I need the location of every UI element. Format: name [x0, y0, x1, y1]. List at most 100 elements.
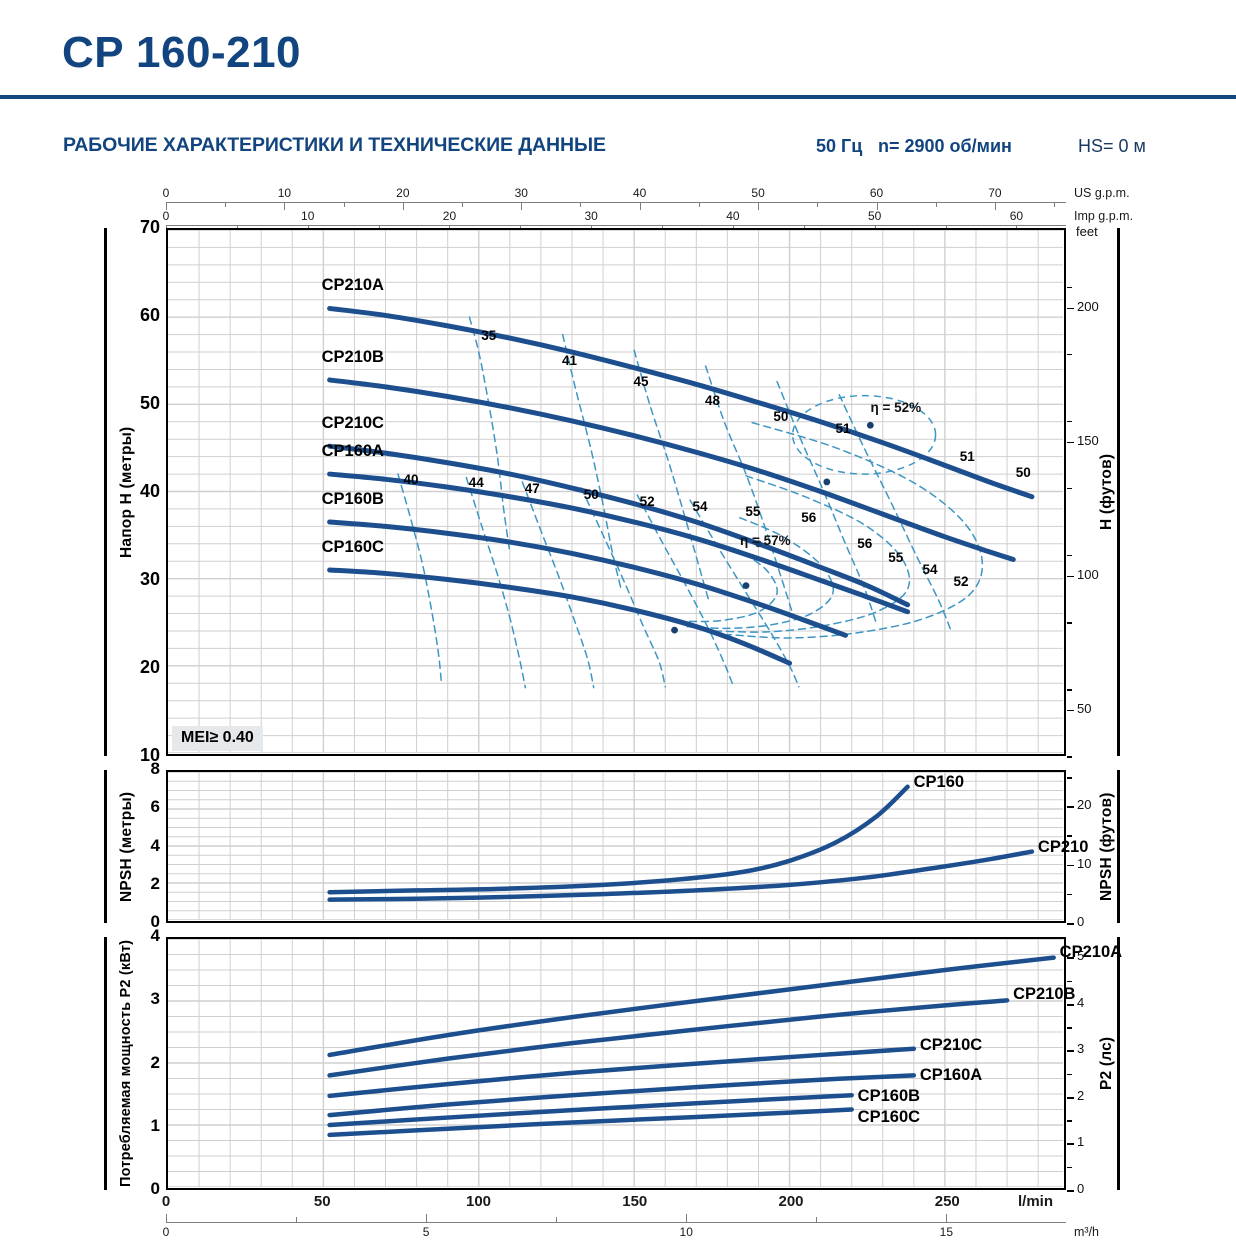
series-CP160C [327, 567, 793, 666]
tick-mark [803, 225, 805, 230]
y-minor-tick-right [1067, 688, 1072, 691]
series-CP160B [327, 1092, 854, 1128]
y-minor-tick-right [1067, 286, 1072, 289]
y-minor-tick-right [1067, 1120, 1072, 1122]
y-minor-tick-right [1067, 621, 1072, 624]
scale-unit-label: Imp g.p.m. [1074, 209, 1134, 223]
head-axis-bracket-left [104, 228, 107, 756]
y-tick-label: 70 [139, 217, 160, 237]
y-tick-label: 20 [139, 657, 160, 677]
efficiency-label: 56 [857, 536, 873, 552]
tick-mark [166, 1214, 167, 1222]
y-tick-label: 40 [139, 481, 160, 501]
tick-mark [296, 1217, 298, 1222]
scale-m3-h: 0 5 10 15 m³/h [163, 1214, 1099, 1239]
y-minor-tick-right [1067, 893, 1072, 896]
tick-label: 100 [465, 1193, 492, 1210]
tick-mark [994, 202, 996, 210]
tick-label: 5 [422, 1225, 430, 1239]
efficiency-label: 54 [922, 562, 938, 578]
tick-label: 250 [934, 1193, 960, 1210]
tick-mark [556, 1217, 558, 1222]
tick-mark [225, 202, 227, 207]
series-label-CP160B: CP160B [321, 490, 384, 508]
tick-mark [945, 225, 947, 230]
y-minor-tick-right [1067, 1050, 1072, 1053]
tick-label: 0 [161, 1193, 171, 1210]
head-axis-bracket-right [1117, 228, 1120, 756]
y-tick-label: 3 [150, 989, 160, 1009]
y-tick-label-right: 0 [1077, 914, 1085, 929]
y-minor-tick-right [1067, 957, 1072, 960]
tick-label: 10 [679, 1225, 693, 1239]
tick-label: 0 [162, 186, 170, 200]
y-tick-label-right: 150 [1077, 432, 1099, 448]
y-tick-label: 0 [150, 912, 160, 931]
efficiency-label: 52 [639, 493, 655, 509]
tick-mark [758, 202, 760, 210]
tick-label: 50 [751, 186, 765, 200]
series-CP160 [327, 784, 910, 895]
tick-mark [521, 202, 523, 210]
title-divider [0, 95, 1236, 99]
y-minor-tick-right [1067, 980, 1072, 983]
power-series-label-CP160B: CP160B [857, 1087, 921, 1106]
tick-label: 50 [313, 1193, 331, 1210]
efficiency-label: 41 [561, 353, 578, 369]
y-minor-tick-right [1067, 806, 1072, 808]
tick-mark [935, 202, 937, 207]
y-tick-right [1067, 307, 1074, 310]
power-axis-title-right: P2 (лс) [1098, 1036, 1115, 1091]
efficiency-label: 56 [801, 510, 817, 526]
npsh-series-label-CP160: CP160 [913, 772, 965, 791]
tick-label: 10 [277, 186, 292, 200]
y-tick-right [1067, 441, 1074, 444]
tick-mark [236, 225, 238, 230]
series-label-CP160A: CP160A [321, 442, 384, 461]
series-CP210A [327, 955, 1056, 1058]
power-chart [166, 937, 1066, 1190]
efficiency-label: 40 [403, 471, 419, 487]
series-CP210C [327, 443, 911, 608]
power-series-label-CP210B: CP210B [1013, 985, 1076, 1004]
eta-annotation: η = 52% [870, 400, 922, 416]
efficiency-label: 55 [888, 550, 904, 566]
y-tick-label-right: 0 [1077, 1181, 1085, 1196]
series-CP210A [327, 305, 1035, 500]
suction-head-label: HS= 0 м [1078, 136, 1146, 156]
y-minor-tick-right [1067, 1143, 1072, 1146]
efficiency-label: 47 [524, 480, 540, 496]
tick-mark [462, 202, 464, 207]
power-axis-bracket-right [1117, 937, 1120, 1190]
y-minor-tick-right [1067, 777, 1072, 779]
efficiency-label: 54 [692, 498, 708, 514]
scale-unit-label: US g.p.m. [1074, 186, 1130, 200]
scale-us-gpm: 0 10 20 30 40 50 60 70 US g.p.m. [163, 186, 1130, 210]
y-tick-label-right: 4 [1077, 994, 1085, 1010]
scale-l-min: 0 50 100 150 200 250 l/min [162, 1191, 1066, 1210]
tick-mark [284, 202, 286, 210]
y-minor-tick-right [1067, 1073, 1072, 1076]
series-CP160C [327, 1107, 854, 1138]
power-series-label-CP160C: CP160C [857, 1107, 921, 1126]
y-tick-label-right: 3 [1077, 1041, 1085, 1057]
head-chart [166, 228, 1066, 756]
tick-label: 30 [514, 186, 528, 200]
efficiency-label: 50 [583, 486, 599, 502]
y-tick-label-right: 10 [1077, 855, 1092, 871]
npsh-axis-bracket-right [1117, 770, 1120, 923]
scale-unit-label: l/min [1018, 1193, 1054, 1210]
tick-mark [378, 225, 380, 230]
efficiency-label: 35 [481, 327, 497, 343]
y-minor-tick-right [1067, 1096, 1072, 1099]
efficiency-label: 51 [835, 421, 851, 437]
y-tick-label: 50 [139, 393, 160, 413]
section-subtitle: РАБОЧИЕ ХАРАКТЕРИСТИКИ И ТЕХНИЧЕСКИЕ ДАН… [63, 134, 606, 156]
tick-label: 0 [162, 209, 170, 223]
tick-label: 40 [726, 209, 740, 223]
y-minor-tick-right [1067, 1190, 1072, 1192]
power-series-label-CP210C: CP210C [919, 1035, 983, 1054]
y-tick-label: 8 [150, 759, 160, 778]
efficiency-label: 50 [1015, 464, 1031, 480]
